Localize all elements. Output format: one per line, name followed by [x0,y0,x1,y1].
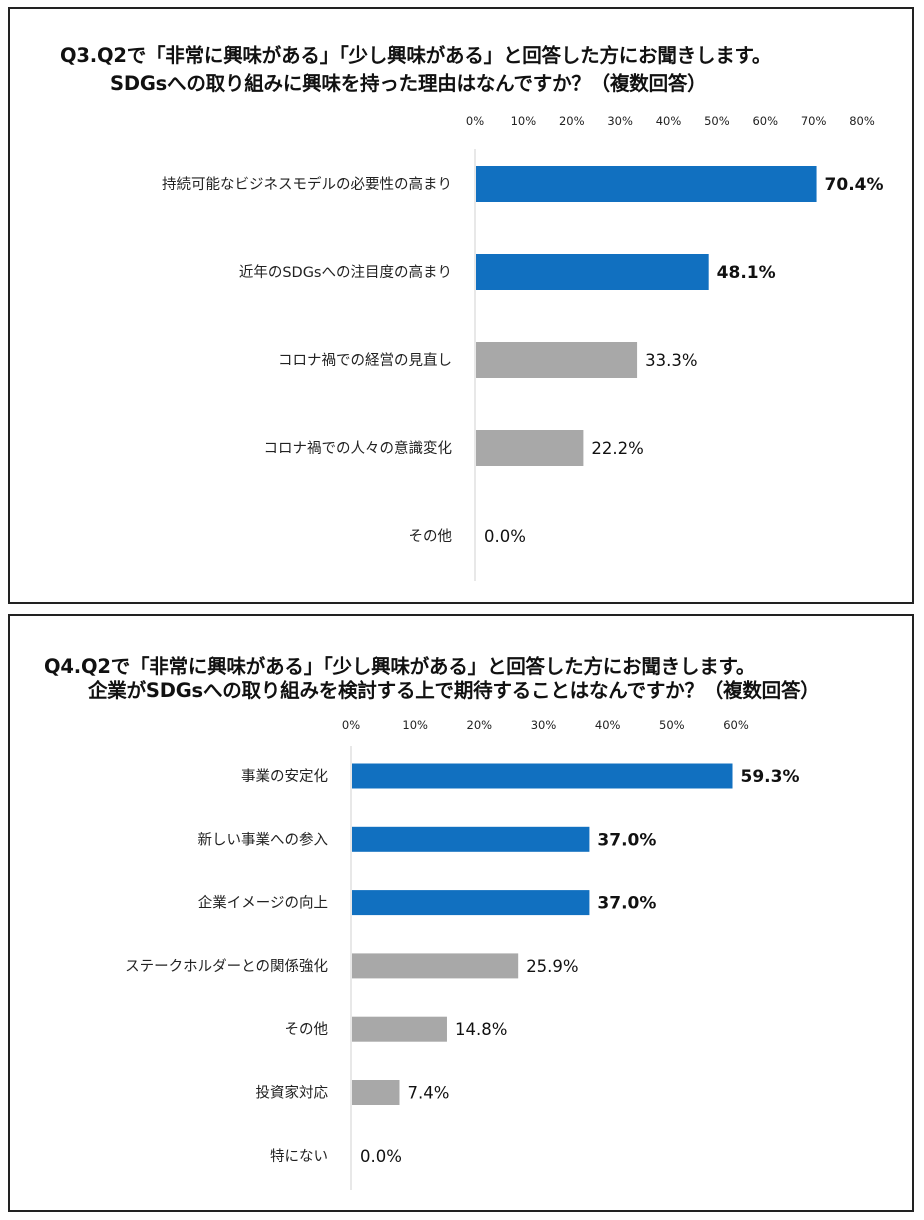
data-label: 0.0% [484,527,526,546]
category-label: 投資家対応 [256,1085,329,1102]
bar-chart-q3: 0% 10% 20% 30% 40% 50% 60% 70% 80% 持続可能なビジネスモデルの必… [162,114,884,581]
bar-chart-q4: 0% 10% 20% 30% 40% 50% 60% 事業の安定化 59.3% 新しい事業への参入… [125,718,800,1190]
category-label: ステークホルダーとの関係強化 [125,958,328,975]
chart-title-line-1: Q3.Q2で「非常に興味がある」「少し興味がある」と回答した方にお聞きします。 [60,44,772,67]
data-label: 14.8% [455,1020,507,1039]
data-label: 70.4% [825,175,884,195]
x-tick-label: 0% [342,718,360,732]
data-label: 0.0% [360,1147,402,1166]
bar [476,342,638,378]
data-label: 33.3% [645,351,697,370]
bar [352,890,590,916]
category-label: コロナ禍での人々の意識変化 [264,439,453,457]
x-tick-label: 30% [531,718,557,732]
bar [476,254,709,290]
category-label: その他 [409,528,453,545]
category-label: 持続可能なビジネスモデルの必要性の高まり [162,175,452,193]
data-label: 25.9% [526,957,578,976]
x-tick-label: 40% [595,718,621,732]
data-label: 7.4% [407,1084,449,1103]
data-label: 59.3% [741,767,800,787]
chart-title-line-1: Q4.Q2で「非常に興味がある」「少し興味がある」と回答した方にお聞きします。 [44,655,756,678]
x-tick-label: 50% [704,114,730,128]
x-tick-label: 20% [467,718,493,732]
bar [352,763,733,789]
x-tick-label: 60% [752,114,778,128]
category-label: 特にない [270,1148,328,1165]
bar [352,1080,400,1105]
x-tick-label: 80% [849,114,875,128]
data-label: 22.2% [591,439,643,458]
x-tick-label: 70% [801,114,827,128]
data-label: 48.1% [717,263,776,283]
category-label: 事業の安定化 [241,768,328,785]
x-tick-label: 30% [607,114,633,128]
chart-panel-q3: Q3.Q2で「非常に興味がある」「少し興味がある」と回答した方にお聞きします。 … [8,7,914,604]
category-label: コロナ禍での経営の見直し [278,352,452,369]
bar [352,953,519,979]
category-label: 近年のSDGsへの注目度の高まり [239,264,452,281]
x-tick-label: 10% [402,718,428,732]
x-tick-label: 10% [511,114,537,128]
chart-title-line-2: SDGsへの取り組みに興味を持った理由はなんですか？（複数回答） [110,72,707,95]
bar [476,430,584,466]
x-tick-label: 0% [466,114,484,128]
category-label: 企業イメージの向上 [198,894,328,912]
data-label: 37.0% [597,894,656,914]
x-tick-label: 40% [656,114,682,128]
bar [352,1016,447,1042]
x-tick-label: 60% [723,718,749,732]
category-label: その他 [285,1021,329,1038]
bar [352,826,590,852]
chart-panel-q4: Q4.Q2で「非常に興味がある」「少し興味がある」と回答した方にお聞きします。 … [8,614,914,1212]
data-label: 37.0% [597,830,656,850]
chart-title-line-2: 企業がSDGsへの取り組みを検討する上で期待することはなんですか？（複数回答） [88,679,820,702]
category-label: 新しい事業への参入 [198,831,329,848]
bar [476,166,817,202]
x-tick-label: 20% [559,114,585,128]
x-tick-label: 50% [659,718,685,732]
